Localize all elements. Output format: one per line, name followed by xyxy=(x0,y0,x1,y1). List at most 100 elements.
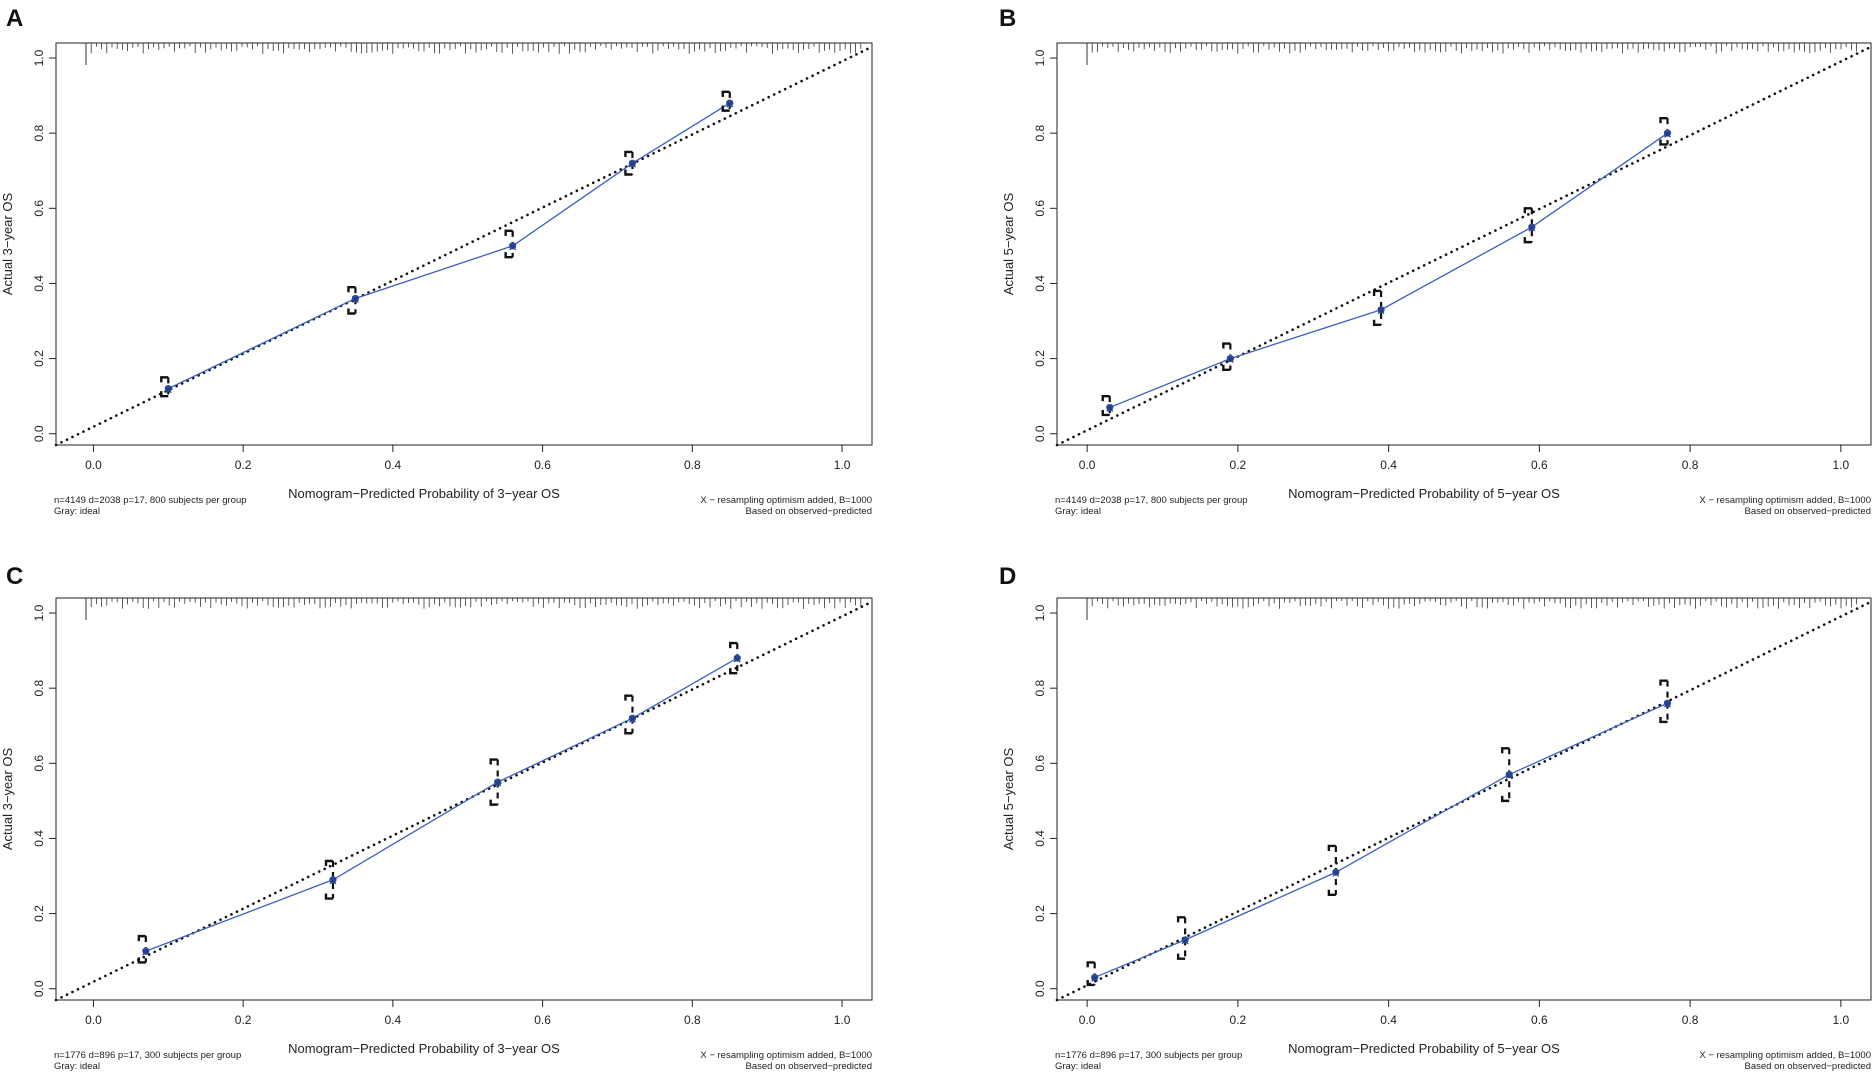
y-tick-label: 1.0 xyxy=(32,49,46,66)
ideal-line xyxy=(1055,600,1872,1002)
corrected-marker xyxy=(629,715,636,723)
calibration-point xyxy=(494,778,502,786)
y-tick-label: 0.0 xyxy=(32,980,46,997)
error-bar-cap-bottom xyxy=(160,391,169,398)
error-bar-cap-top xyxy=(1372,289,1382,296)
footnote-right: Based on observed−predicted xyxy=(746,1061,873,1072)
y-tick-label: 0.8 xyxy=(1033,125,1047,142)
error-bar-cap-bottom xyxy=(1176,953,1186,960)
error-bar-cap-bottom xyxy=(324,893,333,900)
error-bar-cap-top xyxy=(729,641,738,649)
y-tick-label: 0.4 xyxy=(1033,830,1047,847)
x-tick-label: 0.4 xyxy=(1380,1013,1397,1027)
calibration-point xyxy=(1091,973,1099,982)
y-tick-label: 0.2 xyxy=(32,350,46,367)
calibration-line xyxy=(1094,702,1668,979)
corrected-marker xyxy=(509,243,517,251)
error-bar-cap-top xyxy=(137,934,146,942)
footnote-left: Gray: ideal xyxy=(1055,1061,1101,1072)
calibration-point xyxy=(628,159,637,167)
panel-letter: B xyxy=(999,5,1016,32)
footnote-left: n=1776 d=896 p=17, 300 subjects per grou… xyxy=(54,1050,241,1061)
plot-frame xyxy=(1056,597,1872,1001)
error-bar-cap-top xyxy=(347,286,356,293)
calibration-point xyxy=(1505,770,1513,779)
calibration-point xyxy=(1181,936,1189,944)
x-tick-label: 0.6 xyxy=(1531,1013,1548,1027)
error-bar-cap-bottom xyxy=(624,728,633,735)
plot-frame xyxy=(1056,42,1872,446)
footnote-left: n=4149 d=2038 p=17, 800 subjects per gro… xyxy=(1055,495,1248,506)
calibration-point xyxy=(1528,223,1536,231)
error-bar-cap-bottom xyxy=(1501,795,1510,803)
corrected-marker xyxy=(1664,700,1671,708)
corrected-marker xyxy=(1664,130,1671,138)
calibration-line xyxy=(145,657,738,952)
error-bar-cap-top xyxy=(489,758,498,765)
error-bar-cap-top xyxy=(504,229,513,236)
x-tick-label: 0.2 xyxy=(235,458,252,472)
error-bar-cap-bottom xyxy=(1659,716,1668,724)
y-tick-label: 0.4 xyxy=(1033,275,1047,292)
error-bar-cap-top xyxy=(1101,394,1110,402)
calibration-point xyxy=(509,242,517,250)
footnote-right: X − resampling optimism added, B=1000 xyxy=(1699,1050,1871,1061)
plot-frame xyxy=(55,597,873,1001)
x-tick-label: 0.8 xyxy=(1682,458,1699,472)
y-tick-label: 0.8 xyxy=(32,680,46,697)
x-tick-label: 1.0 xyxy=(834,458,851,472)
x-tick-label: 0.2 xyxy=(1230,458,1247,472)
calibration-point xyxy=(351,294,360,303)
error-bar-cap-top xyxy=(160,376,169,383)
error-bar-cap-top xyxy=(1659,679,1668,686)
y-tick-label: 0.6 xyxy=(32,755,46,772)
x-tick-label: 1.0 xyxy=(1833,1013,1850,1027)
corrected-marker xyxy=(1332,869,1340,877)
error-bar-cap-top xyxy=(1523,207,1532,214)
error-bar-cap-bottom xyxy=(504,252,513,259)
panel-letter: A xyxy=(6,5,23,32)
y-tick-label: 0.6 xyxy=(1033,755,1047,772)
chart-panel-b: B 0.0 0.2 0.4 0.6 0.8 1.0 0.0 0.2 0.4 0.6 0.8 1.0 Nom… xyxy=(999,5,1872,517)
y-axis-label: Actual 5−year OS xyxy=(1001,193,1016,296)
x-tick-label: 0.2 xyxy=(235,1013,252,1027)
ideal-line xyxy=(54,600,874,1002)
y-tick-label: 1.0 xyxy=(32,604,46,621)
footnote-left: Gray: ideal xyxy=(54,1061,100,1072)
error-bar-cap-top xyxy=(324,859,333,866)
x-tick-label: 0.4 xyxy=(1380,458,1397,472)
plot-frame xyxy=(55,42,873,446)
corrected-marker xyxy=(164,386,172,394)
panel-letter: C xyxy=(6,563,23,590)
y-tick-label: 0.6 xyxy=(32,200,46,217)
y-tick-label: 0.4 xyxy=(32,275,46,292)
y-axis-label: Actual 3−year OS xyxy=(0,193,15,296)
error-bar-cap-top xyxy=(1222,342,1231,349)
x-tick-label: 0.8 xyxy=(684,458,701,472)
error-bar-cap-bottom xyxy=(1222,364,1231,372)
x-axis-label: Nomogram−Predicted Probability of 3−year… xyxy=(288,486,560,501)
y-tick-label: 0.0 xyxy=(1033,425,1047,442)
error-bar-cap-top xyxy=(624,694,633,701)
calibration-point xyxy=(164,385,172,393)
corrected-marker xyxy=(1528,224,1536,232)
x-tick-label: 0.0 xyxy=(1079,458,1096,472)
y-tick-label: 0.4 xyxy=(32,830,46,847)
x-tick-label: 0.6 xyxy=(534,458,551,472)
error-bar-cap-bottom xyxy=(137,957,146,964)
y-axis-label: Actual 5−year OS xyxy=(1001,748,1016,851)
y-tick-label: 0.0 xyxy=(32,425,46,442)
corrected-marker xyxy=(352,296,359,303)
corrected-marker xyxy=(494,779,502,787)
corrected-marker xyxy=(629,160,636,168)
y-tick-label: 0.0 xyxy=(1033,980,1047,997)
calibration-point xyxy=(733,654,741,662)
error-bar-cap-bottom xyxy=(721,105,730,112)
error-bar-cap-bottom xyxy=(1086,979,1095,987)
calibration-point xyxy=(1226,354,1234,363)
x-tick-label: 0.4 xyxy=(385,1013,402,1027)
error-bar-cap-bottom xyxy=(1101,409,1110,417)
corrected-marker xyxy=(329,877,337,885)
error-bar-cap-top xyxy=(721,90,730,97)
